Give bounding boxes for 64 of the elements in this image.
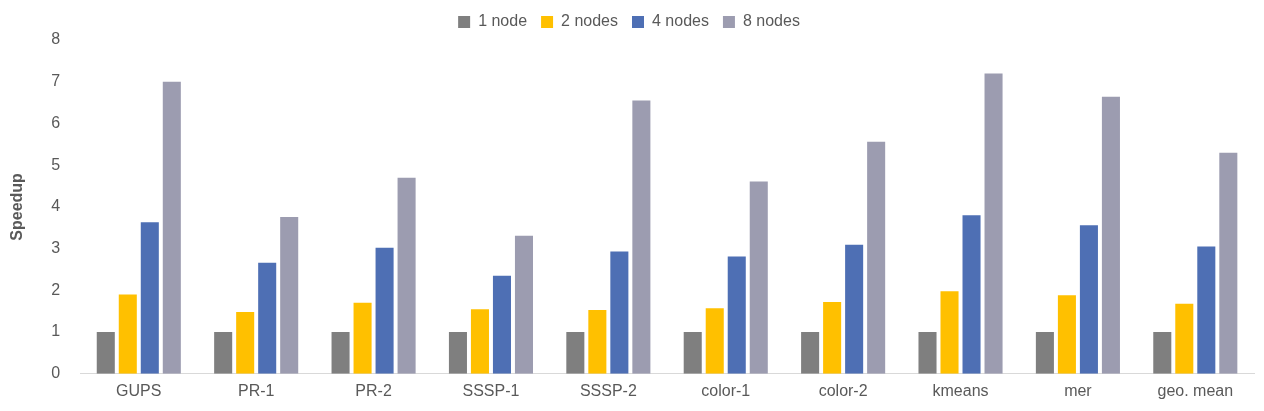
bar — [236, 312, 255, 374]
x-tick-label: kmeans — [932, 381, 989, 399]
bar — [566, 332, 585, 374]
bar — [258, 262, 277, 374]
bar — [940, 291, 959, 374]
bar — [331, 332, 350, 374]
x-tick-label: mer — [1064, 381, 1093, 399]
bar — [823, 302, 842, 374]
legend-label: 4 nodes — [652, 12, 709, 30]
bar — [353, 302, 372, 374]
bar — [610, 251, 629, 374]
y-tick-label: 5 — [51, 155, 61, 173]
bar — [280, 216, 299, 374]
x-tick-label: PR-1 — [237, 381, 275, 399]
bar — [1197, 246, 1216, 374]
bar — [749, 181, 768, 374]
bar — [845, 244, 864, 374]
y-tick-label: 3 — [51, 239, 61, 257]
bar — [375, 247, 394, 374]
bar — [801, 332, 820, 374]
bar — [448, 332, 467, 374]
bar — [1035, 332, 1054, 374]
bar — [514, 235, 533, 374]
bar — [492, 275, 511, 374]
bar — [214, 332, 233, 374]
bar — [470, 309, 489, 374]
x-tick-label: color-2 — [818, 381, 868, 399]
legend-label: 1 node — [478, 12, 528, 30]
bar — [1079, 225, 1098, 374]
legend-label: 8 nodes — [742, 12, 800, 30]
y-tick-label: 8 — [51, 30, 61, 48]
bar — [1057, 295, 1076, 374]
bar — [1153, 332, 1172, 374]
bar — [118, 294, 137, 374]
y-axis-title: Speedup — [8, 172, 26, 241]
bar — [1101, 96, 1120, 374]
bar — [1175, 303, 1194, 374]
bar — [632, 100, 651, 374]
bar — [918, 332, 937, 374]
y-tick-label: 6 — [51, 113, 61, 131]
bar — [162, 81, 181, 374]
bar — [727, 256, 746, 374]
bar — [397, 177, 416, 374]
bar — [705, 308, 724, 374]
bar — [867, 141, 886, 374]
bar — [683, 332, 702, 374]
bar — [984, 73, 1003, 374]
bar — [962, 215, 981, 374]
bar — [1219, 152, 1238, 374]
x-tick-label: SSSP-1 — [462, 381, 520, 399]
y-tick-label: 0 — [51, 364, 61, 382]
x-tick-label: color-1 — [701, 381, 751, 399]
y-tick-label: 4 — [51, 197, 61, 215]
x-tick-label: geo. mean — [1157, 381, 1234, 399]
legend-label: 2 nodes — [561, 12, 618, 30]
x-tick-label: GUPS — [116, 381, 162, 399]
y-tick-label: 1 — [51, 322, 61, 340]
y-tick-label: 7 — [51, 72, 61, 90]
bar — [96, 332, 115, 374]
y-tick-label: 2 — [51, 280, 61, 298]
x-tick-label: PR-2 — [355, 381, 392, 399]
bar — [140, 222, 159, 374]
x-tick-label: SSSP-2 — [579, 381, 637, 399]
bar — [588, 309, 607, 374]
